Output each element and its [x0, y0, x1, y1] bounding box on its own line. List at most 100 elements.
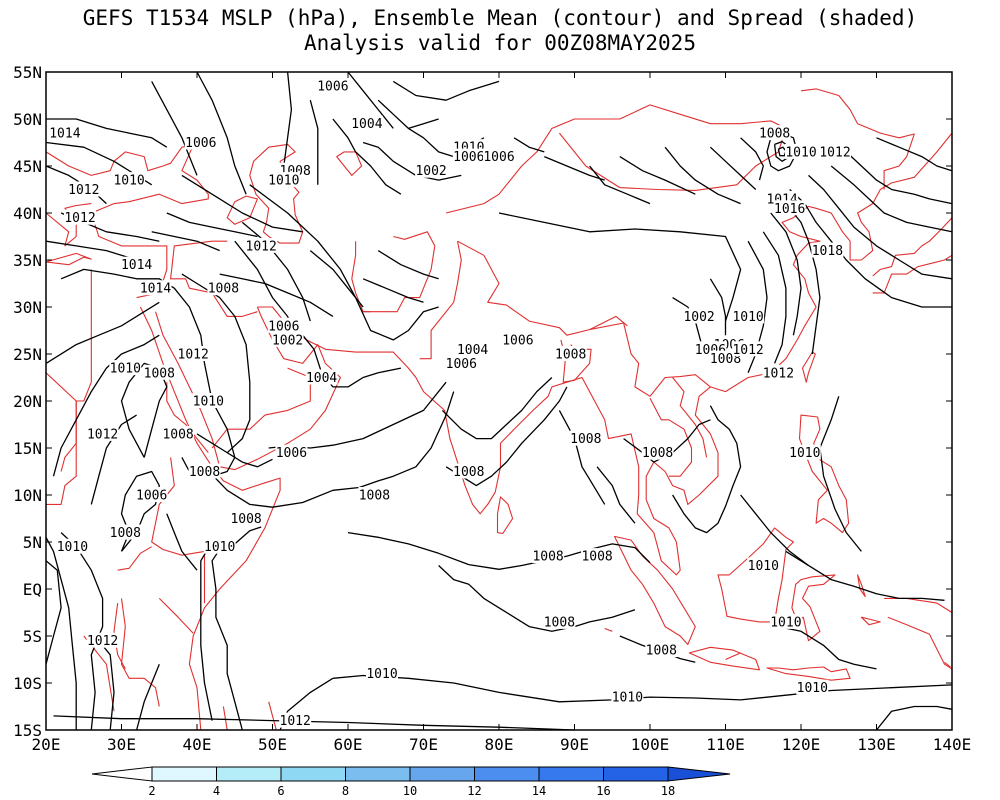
isobar-path [362, 141, 462, 181]
contour-label-bg [452, 463, 485, 479]
colorbar-cell [345, 766, 411, 782]
coastline-path [672, 377, 708, 458]
contour-label-bg [483, 148, 515, 164]
contour-label: 1010 [110, 362, 141, 377]
isobar-path [785, 550, 945, 601]
isobar-path [377, 250, 439, 280]
coastline-path [45, 252, 92, 266]
isobar-path [45, 240, 137, 261]
isobar-path [740, 494, 809, 567]
coastline-path [268, 701, 277, 731]
contour-label-bg [747, 557, 780, 573]
isobar-path [90, 414, 137, 505]
isobar-path [785, 203, 821, 355]
isobar-path [181, 273, 251, 454]
contour-label-bg [554, 346, 587, 361]
lon-label: 110E [706, 735, 745, 754]
isobar-path [362, 278, 424, 303]
contour-label-bg [366, 665, 398, 681]
lat-label: 5N [23, 533, 42, 552]
colorbar-cell [216, 766, 282, 782]
lon-label: 90E [560, 735, 589, 754]
coastline-path [170, 240, 258, 317]
isobar-path [347, 71, 394, 129]
contour-label: 1008 [642, 446, 673, 461]
isobar-path [98, 640, 115, 731]
contour-label: 1006 [276, 446, 307, 461]
isobar-path [45, 301, 160, 364]
contour-label: 1008 [581, 550, 612, 565]
colorbar-label: 6 [277, 784, 284, 798]
isobar-path [135, 663, 160, 731]
contour-label-bg [456, 341, 489, 357]
isobar-path [778, 625, 877, 670]
contour-label: 1002 [683, 310, 714, 325]
isobar-path [219, 273, 334, 317]
map-subtitle: Analysis valid for 00Z08MAY2025 [304, 31, 696, 55]
contour-label-bg [267, 172, 300, 188]
contour-label-bg [48, 125, 81, 141]
coastlines [45, 88, 953, 731]
contour-label: 1010 [612, 691, 643, 706]
isobar-path [46, 118, 168, 148]
contour-label-bg [785, 143, 817, 159]
contour-label-bg [230, 510, 263, 526]
contour-label-bg [275, 444, 308, 460]
isobar-path [762, 231, 787, 364]
contour-label-bg [796, 679, 829, 695]
coastline-path [226, 195, 258, 225]
isobar-path [377, 99, 439, 130]
contour-label: 1008 [555, 348, 586, 363]
lat-label: EQ [23, 580, 42, 599]
contour-label: 1018 [812, 244, 843, 259]
contour-label: 1006 [185, 136, 216, 151]
lon-label: 80E [485, 735, 514, 754]
contour-label-bg [56, 538, 89, 554]
colorbar-cell [409, 766, 475, 782]
contour-label: 1008 [189, 465, 220, 480]
coastline-path [860, 616, 881, 626]
contour-label: 1012 [732, 343, 763, 358]
isobar-path [151, 81, 198, 176]
isobar-path [596, 466, 636, 524]
lon-label: 60E [334, 735, 363, 754]
lon-label: 140E [933, 735, 972, 754]
coastline-path [419, 241, 462, 360]
contour-label-bg [732, 308, 765, 324]
contour-label: 1010 [770, 615, 801, 630]
contour-label-bg [113, 172, 146, 188]
isobar-path [166, 513, 198, 571]
contour-label-bg [143, 364, 176, 380]
contour-label-bg [192, 393, 225, 408]
coastline-path [45, 372, 77, 472]
colorbar-label: 2 [148, 784, 155, 798]
coastline-path [872, 254, 953, 294]
lon-label: 130E [857, 735, 896, 754]
contour-label-bg [177, 346, 210, 361]
contour-label-bg [350, 115, 383, 131]
coastline-path [725, 652, 741, 661]
contour-label-bg [162, 425, 195, 441]
contour-label-bg [773, 200, 806, 216]
contour-label-bg [86, 632, 119, 648]
axis-ticks [45, 71, 953, 731]
isobar-path [664, 146, 741, 205]
contour-label: 1012 [763, 366, 794, 381]
isobar-path [211, 543, 243, 731]
coastline-path [336, 151, 363, 176]
coastline-path [139, 306, 281, 731]
contour-label: 1006 [446, 357, 477, 372]
lat-label: 10N [13, 486, 42, 505]
contour-label: 1008 [544, 615, 575, 630]
contour-label-bg [109, 524, 142, 540]
isobar-path [120, 470, 160, 552]
lon-label: 20E [32, 735, 61, 754]
contour-label-bg [769, 613, 802, 629]
coastline-path [45, 144, 209, 205]
contour-label: 1010 [366, 667, 397, 682]
isobar-path [392, 80, 500, 101]
lat-label: 45N [13, 157, 42, 176]
contour-label: 1008 [144, 366, 175, 381]
contour-label-bg [203, 538, 236, 554]
isobar-path [60, 532, 104, 731]
